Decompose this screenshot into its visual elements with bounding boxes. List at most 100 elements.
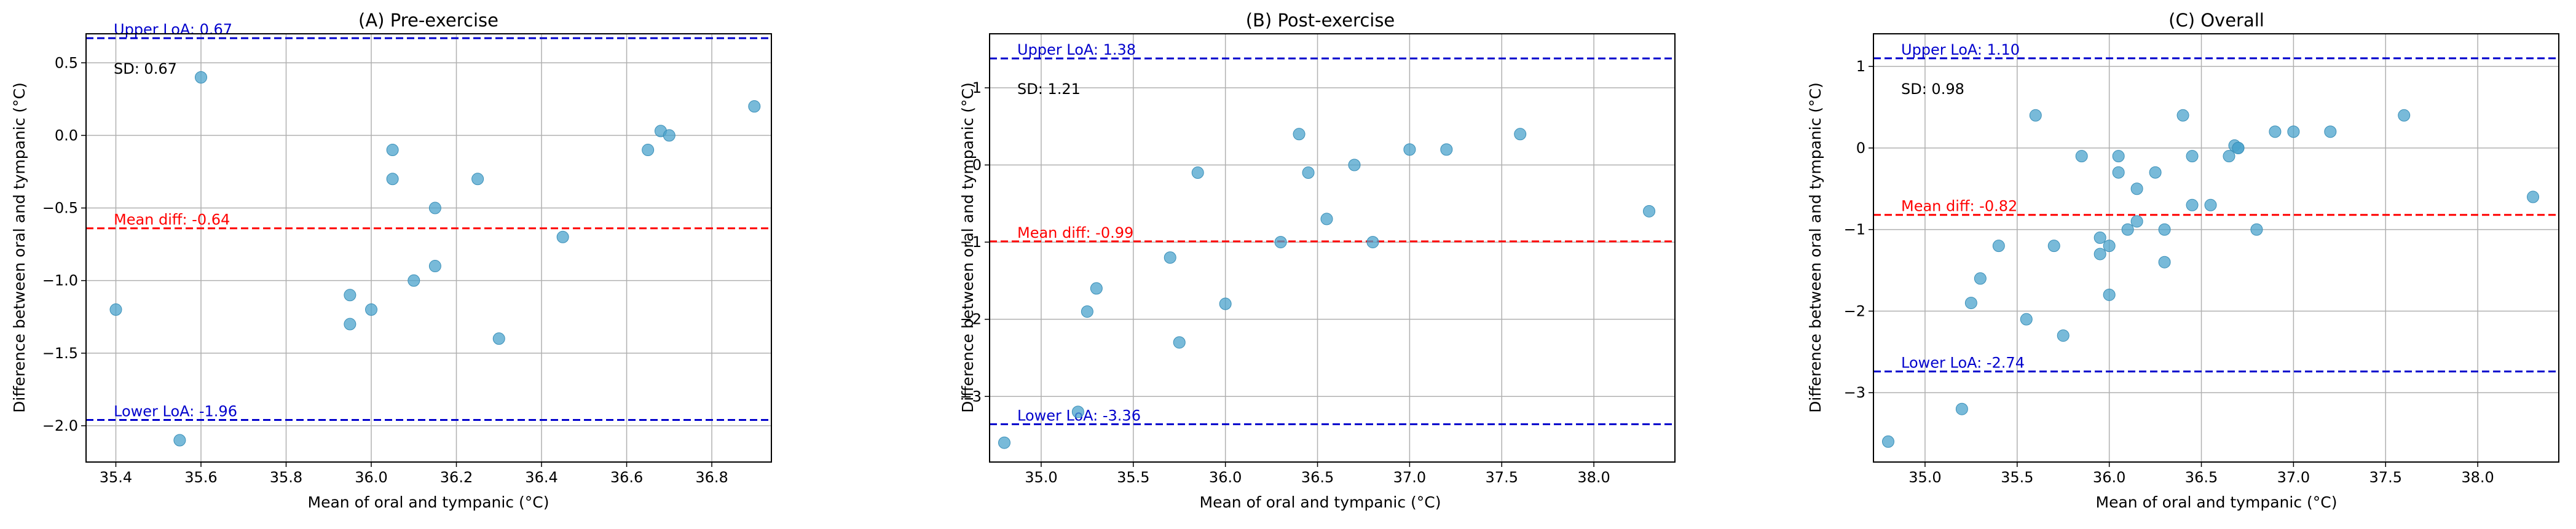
data-point xyxy=(1293,128,1306,141)
data-point xyxy=(998,436,1010,449)
data-point xyxy=(2186,150,2199,163)
data-point xyxy=(1081,305,1093,318)
data-point xyxy=(1302,167,1315,179)
data-point xyxy=(386,173,399,186)
y-tick-label: −1 xyxy=(960,233,982,251)
y-tick-label: −3 xyxy=(960,388,982,405)
x-axis-label: Mean of oral and tympanic (°C) xyxy=(2096,493,2338,511)
data-point xyxy=(2527,190,2540,203)
data-point xyxy=(2158,223,2171,236)
y-tick-label: 0 xyxy=(1856,139,1865,157)
data-point xyxy=(386,144,399,157)
data-point xyxy=(1191,167,1204,179)
data-point xyxy=(365,303,378,316)
x-tick-label: 37.0 xyxy=(1393,469,1426,486)
y-axis-label: Difference between oral and tympanic (°C… xyxy=(959,82,977,413)
data-point xyxy=(173,434,186,447)
y-tick-label: 1 xyxy=(1856,58,1865,75)
data-point xyxy=(2130,215,2143,228)
sd-label: SD: 0.98 xyxy=(1901,80,1964,98)
data-point xyxy=(2186,198,2199,211)
data-point xyxy=(2112,150,2125,163)
x-tick-label: 35.0 xyxy=(1908,469,1941,486)
x-tick-label: 38.0 xyxy=(1577,469,1610,486)
x-tick-label: 35.8 xyxy=(270,469,302,486)
x-tick-label: 36.0 xyxy=(2093,469,2125,486)
x-tick-label: 36.0 xyxy=(1209,469,1242,486)
x-tick-label: 37.5 xyxy=(2369,469,2402,486)
plot-area-frame xyxy=(1873,33,2559,463)
data-point xyxy=(2287,125,2300,138)
data-point xyxy=(2398,109,2411,122)
data-point xyxy=(2121,223,2134,236)
plot-area-frame xyxy=(989,33,1676,463)
data-point xyxy=(2093,231,2106,244)
sd-label: SD: 1.21 xyxy=(1017,80,1081,98)
data-point xyxy=(2112,166,2125,179)
gridlines xyxy=(990,34,1675,462)
data-point xyxy=(2029,109,2042,122)
y-tick-label: −3 xyxy=(1844,384,1865,401)
data-point xyxy=(2250,223,2263,236)
data-point xyxy=(2047,240,2060,253)
panel-title: (A) Pre-exercise xyxy=(358,10,498,31)
data-point xyxy=(663,129,676,142)
data-point xyxy=(2057,329,2070,342)
panel-title: (B) Post-exercise xyxy=(1246,10,1395,31)
data-point xyxy=(344,289,356,302)
data-point xyxy=(2269,125,2282,138)
y-tick-label: −1.0 xyxy=(42,272,78,289)
y-tick-label: −2 xyxy=(1844,302,1865,319)
x-tick-label: 36.0 xyxy=(355,469,387,486)
data-point xyxy=(2176,109,2189,122)
data-point xyxy=(194,71,207,84)
upper-loa-label: Upper LoA: 1.10 xyxy=(1901,41,2020,58)
panel-title: (C) Overall xyxy=(2168,10,2264,31)
data-point xyxy=(2204,198,2217,211)
data-point xyxy=(2149,166,2162,179)
x-tick-label: 36.4 xyxy=(525,469,557,486)
data-point xyxy=(1320,213,1333,225)
data-point xyxy=(428,202,441,214)
x-tick-label: 36.5 xyxy=(1301,469,1334,486)
x-tick-label: 36.6 xyxy=(610,469,643,486)
data-point xyxy=(344,318,356,331)
mean-diff-label: Mean diff: -0.99 xyxy=(1017,224,1133,241)
x-tick-label: 37.5 xyxy=(1486,469,1518,486)
data-point xyxy=(1643,205,1656,217)
data-point xyxy=(1964,297,1977,310)
y-axis-label: Difference between oral and tympanic (°C… xyxy=(10,82,28,413)
data-point xyxy=(1366,236,1379,249)
x-tick-label: 38.0 xyxy=(2461,469,2494,486)
data-point xyxy=(1164,251,1176,264)
data-point xyxy=(1992,240,2005,253)
y-tick-label: −1.5 xyxy=(42,345,78,362)
lower-loa-label: Lower LoA: -2.74 xyxy=(1901,355,2025,372)
data-point xyxy=(1403,143,1416,156)
x-tick-label: 37.0 xyxy=(2277,469,2310,486)
upper-loa-label: Upper LoA: 0.67 xyxy=(114,21,232,38)
data-point xyxy=(1173,336,1186,349)
data-point xyxy=(2103,288,2116,301)
x-tick-label: 35.5 xyxy=(2001,469,2033,486)
data-point xyxy=(1881,435,1894,448)
data-point xyxy=(1274,236,1287,249)
data-point xyxy=(1440,143,1453,156)
panel-pre-exercise: (A) Pre-exercise Mean of oral and tympan… xyxy=(10,10,772,511)
y-tick-label: −1 xyxy=(1844,221,1865,238)
data-point xyxy=(1090,282,1103,295)
y-tick-label: −2 xyxy=(960,311,982,328)
data-point xyxy=(1955,402,1968,415)
x-tick-label: 35.5 xyxy=(1117,469,1149,486)
data-point xyxy=(1514,128,1527,141)
data-point xyxy=(408,274,420,287)
y-tick-label: −2.0 xyxy=(42,417,78,434)
panel-post-exercise: (B) Post-exercise Mean of oral and tympa… xyxy=(959,10,1676,511)
mean-diff-label: Mean diff: -0.64 xyxy=(114,211,230,229)
data-point xyxy=(2075,150,2088,163)
mean-diff-label: Mean diff: -0.82 xyxy=(1901,198,2017,215)
data-point xyxy=(1219,297,1232,310)
x-axis-label: Mean of oral and tympanic (°C) xyxy=(1200,493,1441,511)
